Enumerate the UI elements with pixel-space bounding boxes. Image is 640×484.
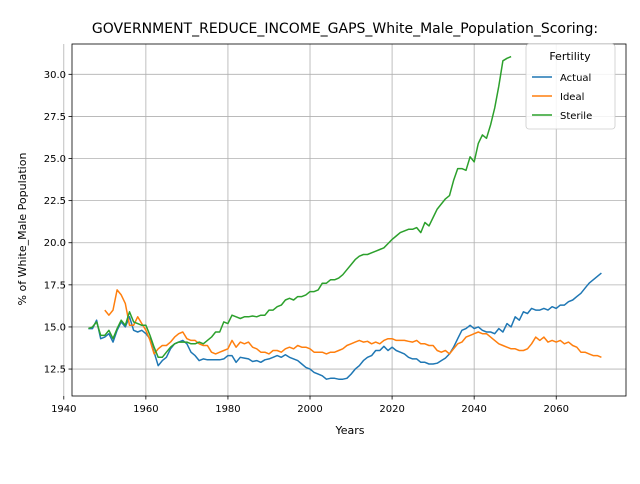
x-tick-label: 2060 xyxy=(544,404,569,415)
y-tick-label: 30.0 xyxy=(44,70,66,81)
x-tick-label: 1980 xyxy=(215,404,240,415)
y-tick-label: 27.5 xyxy=(44,112,66,123)
legend-label-ideal: Ideal xyxy=(560,92,584,103)
y-tick-label: 22.5 xyxy=(44,196,66,207)
series-line-sterile xyxy=(88,55,512,359)
y-tick-label: 25.0 xyxy=(44,154,66,165)
x-tick-label: 1940 xyxy=(51,404,76,415)
chart-title: GOVERNMENT_REDUCE_INCOME_GAPS_White_Male… xyxy=(92,21,598,37)
x-axis-ticks: 1940 1960 1980 2000 2020 2040 2060 xyxy=(51,396,569,415)
legend-box xyxy=(525,43,616,130)
series-lines xyxy=(88,55,602,380)
legend-label-actual: Actual xyxy=(560,73,591,84)
y-tick-label: 12.5 xyxy=(44,365,66,376)
y-axis-label: % of White_Male Population xyxy=(16,153,29,306)
series-line-ideal xyxy=(104,289,602,358)
x-tick-label: 2000 xyxy=(297,404,322,415)
y-axis-ticks: 12.5 15.0 17.5 20.0 22.5 25.0 27.5 30.0 xyxy=(44,70,72,376)
legend: Fertility Actual Ideal Sterile xyxy=(525,43,616,130)
x-tick-label: 2040 xyxy=(461,404,486,415)
x-axis-label: Years xyxy=(334,424,364,437)
legend-label-sterile: Sterile xyxy=(560,111,592,122)
plot-frame xyxy=(71,43,627,397)
legend-title: Fertility xyxy=(549,50,591,63)
legend-entries: Actual Ideal Sterile xyxy=(532,73,592,122)
series-line-actual xyxy=(88,272,602,380)
x-tick-label: 2020 xyxy=(379,404,404,415)
y-tick-label: 15.0 xyxy=(44,322,66,333)
y-tick-label: 20.0 xyxy=(44,238,66,249)
y-tick-label: 17.5 xyxy=(44,280,66,291)
x-tick-label: 1960 xyxy=(133,404,158,415)
